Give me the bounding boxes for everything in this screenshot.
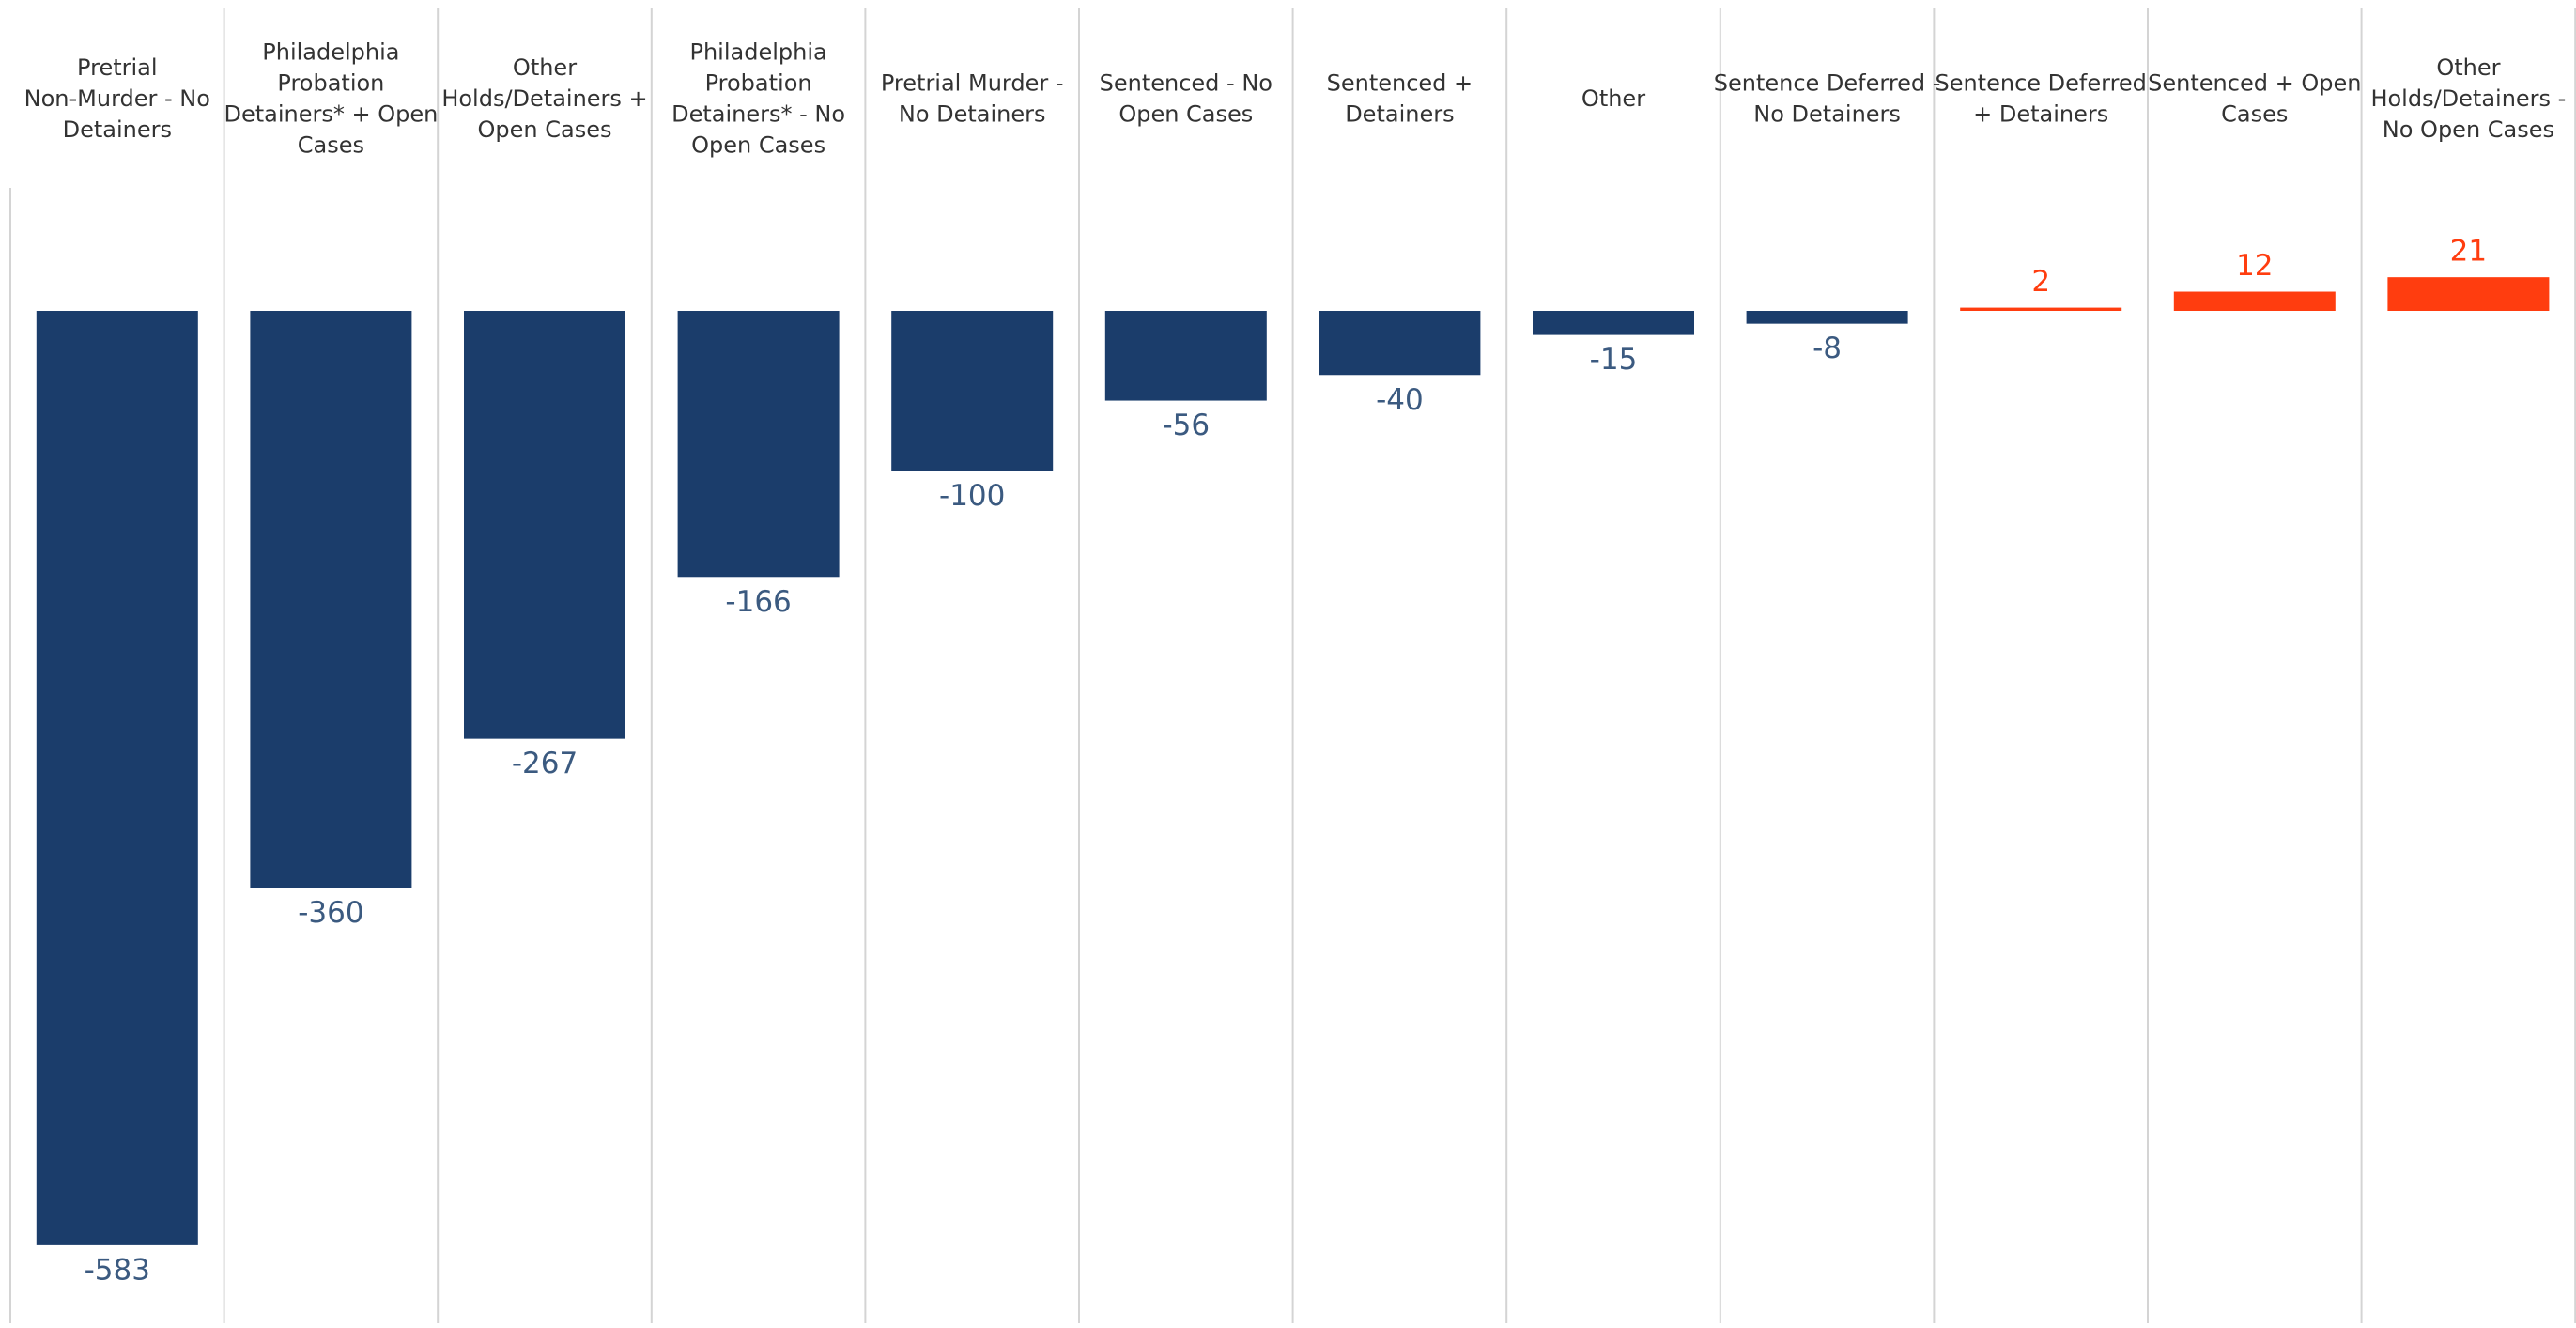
bar [1533,311,1694,335]
data-label: 12 [2236,249,2273,283]
category-label: Philadelphia Probation Detainers* + Open Ca… [224,39,438,159]
data-label: -267 [512,747,578,780]
category-label: Philadelphia Probation Detainers* - No Open… [671,39,845,159]
bar [2387,277,2550,311]
bar [464,311,625,739]
data-label: 21 [2450,235,2487,269]
bar [250,311,412,888]
bar [36,311,198,1245]
category-label: Other Holds/Detainers -No Open Cases [2370,54,2566,143]
category-label: Other Holds/Detainers + Open Cases [441,54,647,143]
bar [677,311,840,578]
bar [1104,311,1267,401]
data-label: -56 [1162,409,1210,442]
data-label: -360 [298,896,363,930]
data-label: -8 [1812,332,1842,365]
data-label: -100 [939,479,1005,513]
category-label: Sentenced + Detainers [1327,70,1473,128]
bar [2173,291,2336,311]
category-label: Sentence Deferred -No Detainers [1714,70,1941,128]
data-label: -40 [1376,383,1424,417]
data-label: -166 [725,585,791,619]
category-label: Pretrial Non-Murder - No Detainers [24,54,210,143]
category-label: Sentenced + Open Cases [2148,70,2361,128]
category-label: Pretrial Murder -No Detainers [881,70,1064,128]
bar [891,311,1054,471]
bar [1746,311,1908,324]
data-label: -15 [1590,343,1638,377]
data-label: -583 [85,1253,150,1287]
bar [1960,307,2122,311]
category-label: Sentence Deferred + Detainers [1935,70,2146,128]
data-label: 2 [2031,265,2050,299]
bar [1319,311,1481,376]
category-label: Other [1581,85,1645,112]
category-label: Sentenced - No Open Cases [1100,70,1273,128]
